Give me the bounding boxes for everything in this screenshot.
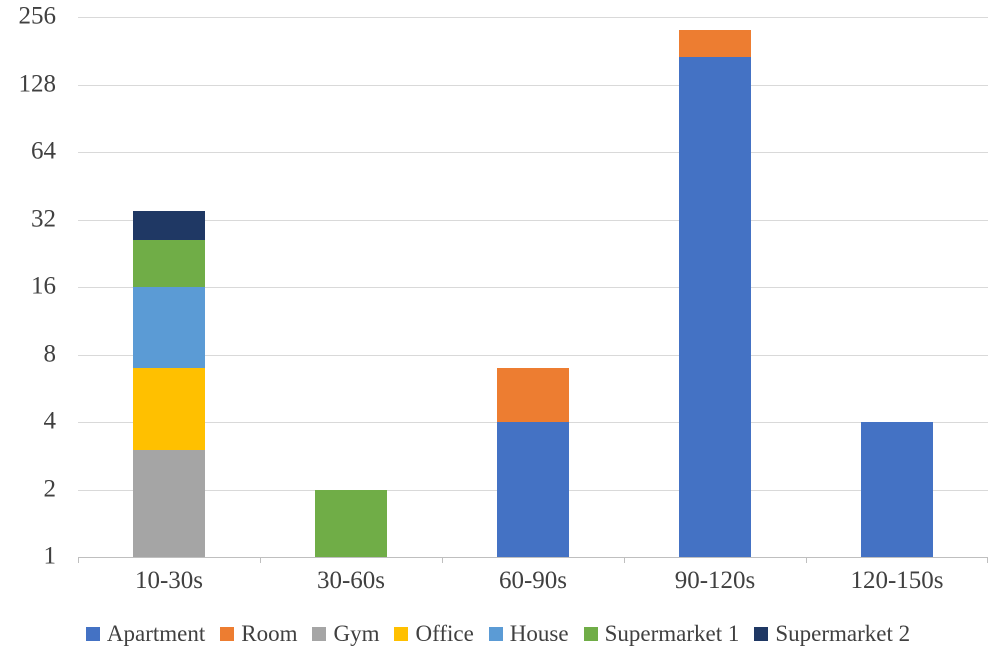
x-axis-category-label: 30-60s: [316, 567, 386, 594]
bar-segment-office-10-30s: [133, 367, 205, 450]
x-axis-tick: [806, 557, 807, 563]
legend-marker-icon: [220, 627, 235, 641]
legend-marker-icon: [312, 627, 327, 641]
y-axis-tick-label: 2: [43, 475, 57, 502]
legend: Apartment Room Gym Office House Supermarket 1…: [0, 621, 996, 647]
legend-marker-icon: [488, 627, 503, 641]
legend-label: Apartment: [106, 621, 206, 646]
bar-segment-house-10-30s: [133, 287, 205, 368]
legend-marker-icon: [754, 627, 769, 641]
gridline: [78, 219, 988, 221]
gridline: [78, 287, 988, 288]
y-axis-tick-label: 32: [31, 205, 56, 232]
x-axis-category-label: 10-30s: [134, 567, 204, 594]
x-axis-tick: [442, 557, 443, 563]
legend-label: Office: [415, 621, 474, 646]
x-axis-tick: [78, 557, 79, 563]
legend-label: Supermarket 1: [604, 621, 740, 646]
legend-label: House: [509, 621, 569, 646]
x-axis-tick: [987, 557, 988, 563]
bar-segment-supermarket-2-10-30s: [133, 210, 205, 240]
bar-segment-apartment-60-90s: [497, 422, 569, 557]
legend-label: Supermarket 2: [775, 621, 911, 646]
legend-item-supermarket-2: Supermarket 2: [754, 621, 910, 647]
gridline: [78, 152, 988, 153]
legend-marker-icon: [583, 627, 598, 641]
bar-segment-apartment-90-120s: [679, 56, 751, 557]
bar-segment-supermarket-1-30-60s: [315, 489, 387, 557]
x-axis-tick: [260, 557, 261, 563]
bar-segment-room-90-120s: [679, 29, 751, 57]
legend-item-gym: Gym: [312, 621, 379, 647]
x-axis-category-label: 60-90s: [498, 567, 568, 594]
bar-segment-gym-10-30s: [133, 450, 205, 557]
legend-label: Room: [241, 621, 298, 646]
y-axis-tick-label: 128: [18, 70, 57, 97]
legend-marker-icon: [394, 627, 409, 641]
legend-item-house: House: [488, 621, 569, 647]
y-axis-tick-label: 64: [31, 137, 56, 165]
bar-segment-supermarket-1-10-30s: [133, 239, 205, 287]
y-axis-tick-label: 4: [43, 407, 57, 435]
legend-item-room: Room: [220, 621, 297, 647]
x-axis-category-label: 120-150s: [850, 567, 944, 594]
bar-segment-room-60-90s: [497, 367, 569, 422]
gridline: [78, 354, 988, 356]
x-axis-tick: [624, 557, 625, 563]
legend-item-apartment: Apartment: [85, 621, 206, 647]
y-axis-tick-label: 16: [31, 272, 56, 300]
legend-label: Gym: [333, 621, 380, 646]
legend-item-supermarket-1: Supermarket 1: [583, 621, 740, 647]
legend-item-office: Office: [394, 621, 474, 647]
plot-area: [78, 17, 988, 563]
y-axis-tick-label: 1: [43, 542, 57, 570]
bar-segment-apartment-120-150s: [861, 422, 933, 557]
y-axis-tick-label: 8: [43, 340, 57, 367]
y-axis-tick-label: 256: [18, 2, 57, 30]
x-axis-category-label: 90-120s: [674, 567, 756, 594]
gridline: [78, 84, 988, 86]
gridline: [78, 17, 988, 18]
x-axis-line: [78, 557, 988, 558]
legend-marker-icon: [85, 627, 100, 641]
